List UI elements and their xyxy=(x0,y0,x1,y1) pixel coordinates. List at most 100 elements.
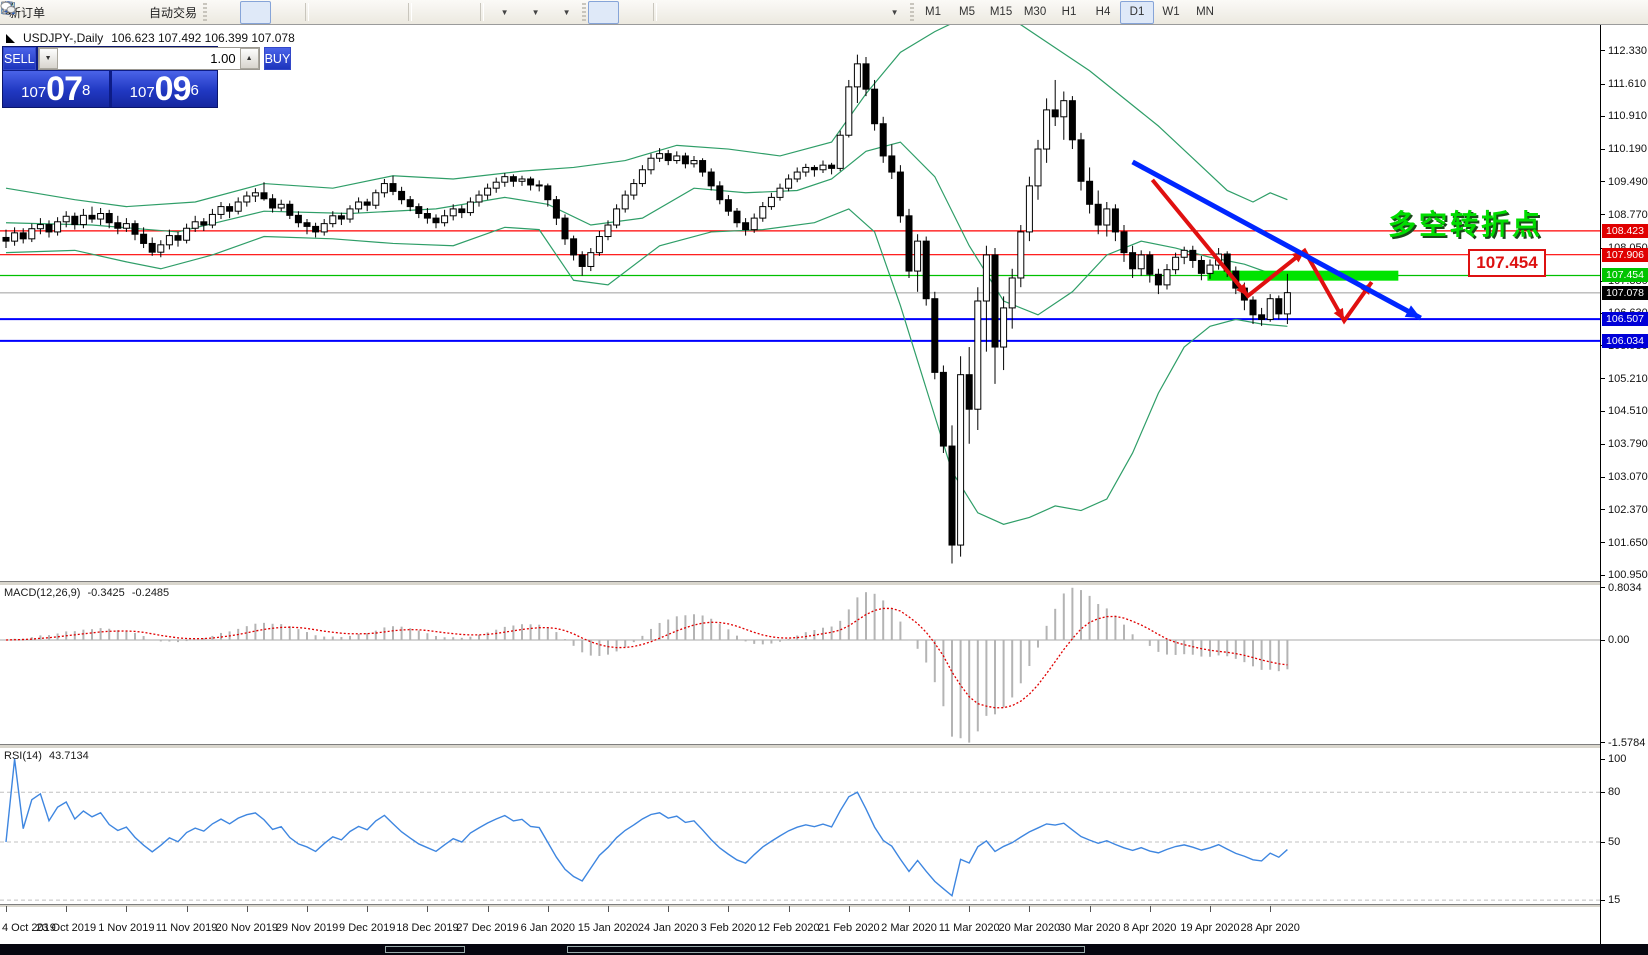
trendline-tool-button[interactable] xyxy=(1,1,753,24)
toolbar-grip[interactable] xyxy=(203,3,208,21)
text-tool-button[interactable]: A xyxy=(4,1,846,24)
rsi-line xyxy=(5,758,1288,898)
candle-body xyxy=(62,215,70,223)
price-tick-label: 109.490 xyxy=(1608,175,1648,188)
candle-body xyxy=(1137,254,1145,270)
buy-button[interactable]: BUY xyxy=(263,47,292,70)
timeframe-h1-button[interactable]: H1 xyxy=(1061,6,1077,18)
timeframe-d1-button[interactable]: D1 xyxy=(1120,0,1155,24)
label-tool-button[interactable]: T xyxy=(1,1,877,24)
candle-body xyxy=(148,242,156,253)
zoom-out-button[interactable] xyxy=(1,1,374,24)
auto-scroll-button[interactable] xyxy=(2,1,446,24)
toolbar-grip[interactable] xyxy=(910,3,915,21)
time-axis[interactable]: 4 Oct 2019 23 Oct 2019 1 Nov 2019 11 Nov 20… xyxy=(0,906,1600,946)
autotrading-button[interactable]: 自动交易 xyxy=(1,1,201,24)
candle-body xyxy=(716,185,724,201)
candle-body xyxy=(1172,256,1180,271)
date-tick-mark xyxy=(1149,906,1151,912)
tile-windows-button[interactable] xyxy=(1,1,405,24)
price-tick-label: 103.070 xyxy=(1608,471,1648,484)
candlestick-mode-button[interactable] xyxy=(2,0,272,24)
candle-body xyxy=(71,215,79,226)
fibonacci-tool-button[interactable]: F xyxy=(2,1,815,24)
sell-price-button[interactable]: 107 07 8 xyxy=(3,71,109,107)
zoom-in-button[interactable] xyxy=(1,1,343,24)
bottom-tab[interactable] xyxy=(567,946,1085,953)
rsi-tick-mark xyxy=(1601,899,1605,901)
price-axis[interactable]: 112.330 111.610 110.910 110.190 109.490 108.7… xyxy=(1600,25,1648,944)
chevron-down-icon[interactable]: ▼ xyxy=(531,7,540,17)
chevron-down-icon[interactable]: ▼ xyxy=(562,7,571,17)
cursor-tool-button[interactable] xyxy=(5,0,620,24)
volume-increase-button[interactable]: ▲ xyxy=(239,48,259,69)
community-chat-button[interactable] xyxy=(0,1,1646,24)
timeframe-m15-button[interactable]: M15 xyxy=(989,6,1013,18)
metaeditor-button[interactable] xyxy=(2,1,80,24)
candle-body xyxy=(888,155,896,173)
candle-body xyxy=(88,214,96,220)
date-tick-label: 2 Mar 2020 xyxy=(881,922,937,934)
candle-body xyxy=(320,223,328,233)
market-watch-button[interactable] xyxy=(3,1,111,24)
price-tick-label: 110.190 xyxy=(1608,143,1647,156)
toolbar-grip[interactable] xyxy=(582,3,587,21)
signals-button[interactable] xyxy=(3,1,142,24)
date-tick-mark xyxy=(1089,906,1091,912)
volume-decrease-button[interactable]: ▼ xyxy=(38,48,58,69)
crosshair-tool-button[interactable] xyxy=(1,1,650,24)
macd-tick-mark xyxy=(1601,639,1605,641)
candle-body xyxy=(475,194,483,203)
rsi-label: RSI(14) 43.7134 xyxy=(4,750,93,762)
timeframe-m1-button[interactable]: M1 xyxy=(925,6,942,18)
candle-body xyxy=(28,228,36,240)
candle-body xyxy=(458,208,466,214)
macd-tick-label: 0.00 xyxy=(1608,634,1630,646)
line-chart-mode-button[interactable] xyxy=(1,1,302,24)
candle-body xyxy=(862,63,870,90)
horizontal-line-tool-button[interactable] xyxy=(2,1,722,24)
timeframe-m5-button[interactable]: M5 xyxy=(959,6,976,18)
period-selector-button[interactable]: ▼ xyxy=(1,1,549,24)
macd-indicator-panel[interactable] xyxy=(0,585,1600,743)
volume-input[interactable] xyxy=(57,48,240,69)
chevron-down-icon[interactable]: ▼ xyxy=(890,7,899,17)
date-tick-mark xyxy=(246,906,248,912)
candle-body xyxy=(501,176,509,183)
sell-button[interactable]: SELL xyxy=(3,47,36,70)
volume-stepper: ▼ ▲ xyxy=(37,47,260,70)
main-chart-panel[interactable] xyxy=(0,25,1600,581)
chevron-down-icon[interactable]: ▼ xyxy=(500,7,509,17)
candle-body xyxy=(1025,185,1033,233)
search-button[interactable] xyxy=(1,1,1615,24)
timeframe-mn-button[interactable]: MN xyxy=(1196,6,1214,18)
rsi-indicator-panel[interactable] xyxy=(0,748,1600,904)
candle-body xyxy=(286,203,294,216)
toolbar-separator xyxy=(480,3,485,21)
bottom-dock-strip xyxy=(0,944,1648,955)
candle-body xyxy=(638,169,646,185)
candle-body xyxy=(647,157,655,171)
timeframe-w1-button[interactable]: W1 xyxy=(1162,6,1180,18)
rsi-value: 43.7134 xyxy=(48,750,89,762)
arrows-tool-button[interactable]: ▼ xyxy=(2,1,908,24)
candle-body xyxy=(724,199,732,212)
channel-tool-button[interactable]: E xyxy=(1,1,784,24)
timeframe-m30-button[interactable]: M30 xyxy=(1023,6,1047,18)
buy-price-button[interactable]: 107 09 6 xyxy=(111,71,217,107)
candle-body xyxy=(931,298,939,373)
candle-body xyxy=(759,206,767,219)
macd-name: MACD(12,26,9) xyxy=(4,587,81,599)
candle-body xyxy=(312,225,320,233)
bar-chart-mode-button[interactable] xyxy=(2,1,240,24)
date-tick-label: 20 Mar 2020 xyxy=(998,922,1061,934)
candle-body xyxy=(939,371,947,447)
candle-body xyxy=(656,153,664,159)
bottom-tab[interactable] xyxy=(385,946,465,953)
add-indicator-button[interactable]: ▼ xyxy=(1,1,518,24)
candle-body xyxy=(1275,298,1283,315)
vertical-line-tool-button[interactable] xyxy=(7,1,691,24)
chart-shift-button[interactable] xyxy=(2,1,477,24)
timeframe-h4-button[interactable]: H4 xyxy=(1095,6,1111,18)
chart-template-button[interactable]: ▼ xyxy=(1,1,580,24)
